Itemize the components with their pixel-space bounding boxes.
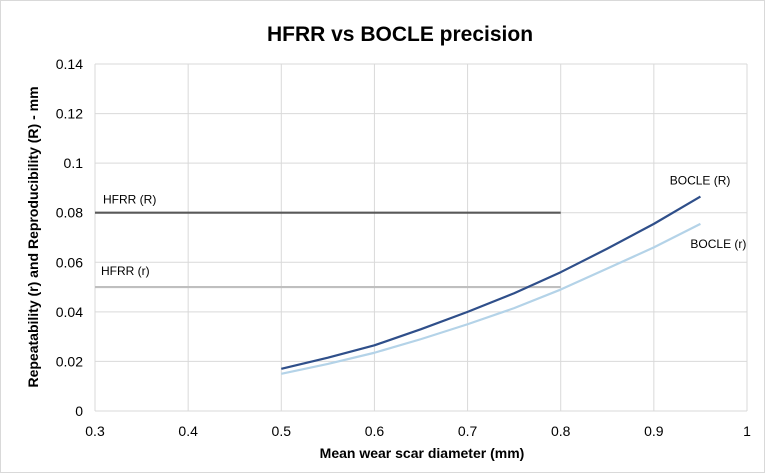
series-line-bocle-r — [281, 222, 701, 375]
x-tick-label: 0.5 — [272, 423, 292, 439]
series-label: HFRR (r) — [101, 264, 150, 278]
x-tick-label: 0.4 — [178, 423, 198, 439]
x-tick-label: 0.8 — [551, 423, 571, 439]
y-tick-label: 0 — [75, 403, 83, 419]
series-line-bocle-r — [281, 195, 701, 370]
x-tick-label: 0.9 — [644, 423, 664, 439]
x-axis-title: Mean wear scar diameter (mm) — [320, 445, 525, 461]
series-group — [95, 195, 701, 375]
x-tick-label: 0.6 — [365, 423, 385, 439]
y-tick-label: 0.02 — [56, 353, 83, 369]
y-tick-label: 0.12 — [56, 106, 83, 122]
series-label: HFRR (R) — [103, 193, 156, 207]
x-tick-label: 1 — [743, 423, 751, 439]
chart-title: HFRR vs BOCLE precision — [267, 23, 533, 46]
series-labels: HFRR (R) HFRR (r) BOCLE (R) BOCLE (r) — [101, 174, 746, 278]
y-axis-title: Repeatability (r) and Reproducibility (R… — [25, 86, 41, 387]
x-tick-label: 0.3 — [85, 423, 105, 439]
y-tick-label: 0.06 — [56, 254, 83, 270]
y-tick-label: 0.1 — [64, 155, 84, 171]
series-label: BOCLE (R) — [670, 174, 731, 188]
tick-labels: 0 0.02 0.04 0.06 0.08 0.1 0.12 0.14 0.3 0.4 0.5 0.6… — [56, 56, 751, 439]
x-tick-label: 0.7 — [458, 423, 478, 439]
y-tick-label: 0.14 — [56, 56, 83, 72]
y-tick-label: 0.04 — [56, 304, 83, 320]
series-label: BOCLE (r) — [690, 237, 746, 251]
y-tick-label: 0.08 — [56, 205, 83, 221]
